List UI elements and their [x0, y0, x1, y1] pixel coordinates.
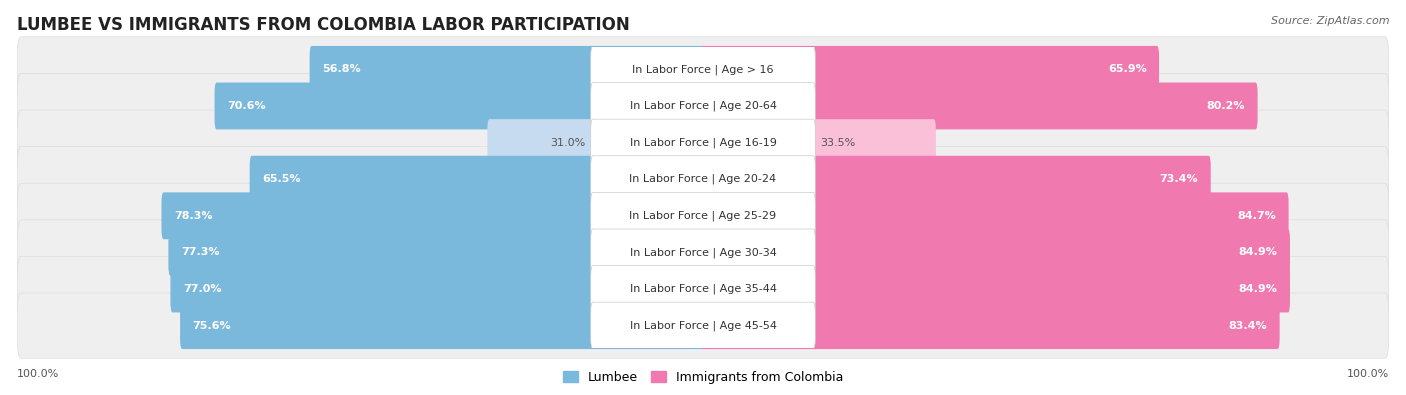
Text: 56.8%: 56.8% — [322, 64, 361, 74]
Text: 100.0%: 100.0% — [17, 369, 59, 379]
FancyBboxPatch shape — [170, 265, 704, 312]
Text: 84.9%: 84.9% — [1239, 284, 1278, 294]
Text: 100.0%: 100.0% — [1347, 369, 1389, 379]
Text: In Labor Force | Age 45-54: In Labor Force | Age 45-54 — [630, 320, 776, 331]
FancyBboxPatch shape — [702, 156, 1211, 203]
FancyBboxPatch shape — [17, 183, 1389, 248]
Text: In Labor Force | Age 16-19: In Labor Force | Age 16-19 — [630, 137, 776, 148]
FancyBboxPatch shape — [17, 293, 1389, 358]
Text: In Labor Force | Age > 16: In Labor Force | Age > 16 — [633, 64, 773, 75]
FancyBboxPatch shape — [702, 119, 936, 166]
Text: 70.6%: 70.6% — [226, 101, 266, 111]
FancyBboxPatch shape — [591, 119, 815, 166]
FancyBboxPatch shape — [309, 46, 704, 93]
FancyBboxPatch shape — [591, 192, 815, 239]
Text: 31.0%: 31.0% — [551, 137, 586, 148]
FancyBboxPatch shape — [591, 46, 815, 93]
Legend: Lumbee, Immigrants from Colombia: Lumbee, Immigrants from Colombia — [558, 366, 848, 389]
Text: 77.0%: 77.0% — [183, 284, 221, 294]
FancyBboxPatch shape — [702, 265, 1289, 312]
Text: 80.2%: 80.2% — [1206, 101, 1246, 111]
Text: In Labor Force | Age 20-24: In Labor Force | Age 20-24 — [630, 174, 776, 184]
FancyBboxPatch shape — [591, 229, 815, 276]
FancyBboxPatch shape — [162, 192, 704, 239]
Text: 78.3%: 78.3% — [174, 211, 212, 221]
FancyBboxPatch shape — [169, 229, 704, 276]
FancyBboxPatch shape — [488, 119, 704, 166]
Text: 83.4%: 83.4% — [1229, 321, 1267, 331]
FancyBboxPatch shape — [591, 302, 815, 349]
Text: 77.3%: 77.3% — [181, 247, 219, 258]
FancyBboxPatch shape — [180, 302, 704, 349]
FancyBboxPatch shape — [17, 256, 1389, 322]
FancyBboxPatch shape — [702, 192, 1289, 239]
FancyBboxPatch shape — [591, 265, 815, 312]
Text: Source: ZipAtlas.com: Source: ZipAtlas.com — [1271, 16, 1389, 26]
Text: In Labor Force | Age 25-29: In Labor Force | Age 25-29 — [630, 211, 776, 221]
FancyBboxPatch shape — [702, 302, 1279, 349]
FancyBboxPatch shape — [17, 37, 1389, 102]
Text: LUMBEE VS IMMIGRANTS FROM COLOMBIA LABOR PARTICIPATION: LUMBEE VS IMMIGRANTS FROM COLOMBIA LABOR… — [17, 16, 630, 34]
Text: 65.9%: 65.9% — [1108, 64, 1147, 74]
FancyBboxPatch shape — [591, 83, 815, 130]
Text: 84.7%: 84.7% — [1237, 211, 1277, 221]
Text: 75.6%: 75.6% — [193, 321, 231, 331]
Text: In Labor Force | Age 30-34: In Labor Force | Age 30-34 — [630, 247, 776, 258]
FancyBboxPatch shape — [591, 156, 815, 203]
FancyBboxPatch shape — [250, 156, 704, 203]
FancyBboxPatch shape — [17, 147, 1389, 212]
FancyBboxPatch shape — [702, 46, 1159, 93]
Text: 33.5%: 33.5% — [820, 137, 855, 148]
FancyBboxPatch shape — [702, 229, 1289, 276]
FancyBboxPatch shape — [702, 83, 1257, 130]
FancyBboxPatch shape — [17, 110, 1389, 175]
Text: In Labor Force | Age 20-64: In Labor Force | Age 20-64 — [630, 101, 776, 111]
FancyBboxPatch shape — [215, 83, 704, 130]
FancyBboxPatch shape — [17, 73, 1389, 139]
Text: 73.4%: 73.4% — [1160, 174, 1198, 184]
Text: 84.9%: 84.9% — [1239, 247, 1278, 258]
Text: 65.5%: 65.5% — [262, 174, 301, 184]
FancyBboxPatch shape — [17, 220, 1389, 285]
Text: In Labor Force | Age 35-44: In Labor Force | Age 35-44 — [630, 284, 776, 294]
